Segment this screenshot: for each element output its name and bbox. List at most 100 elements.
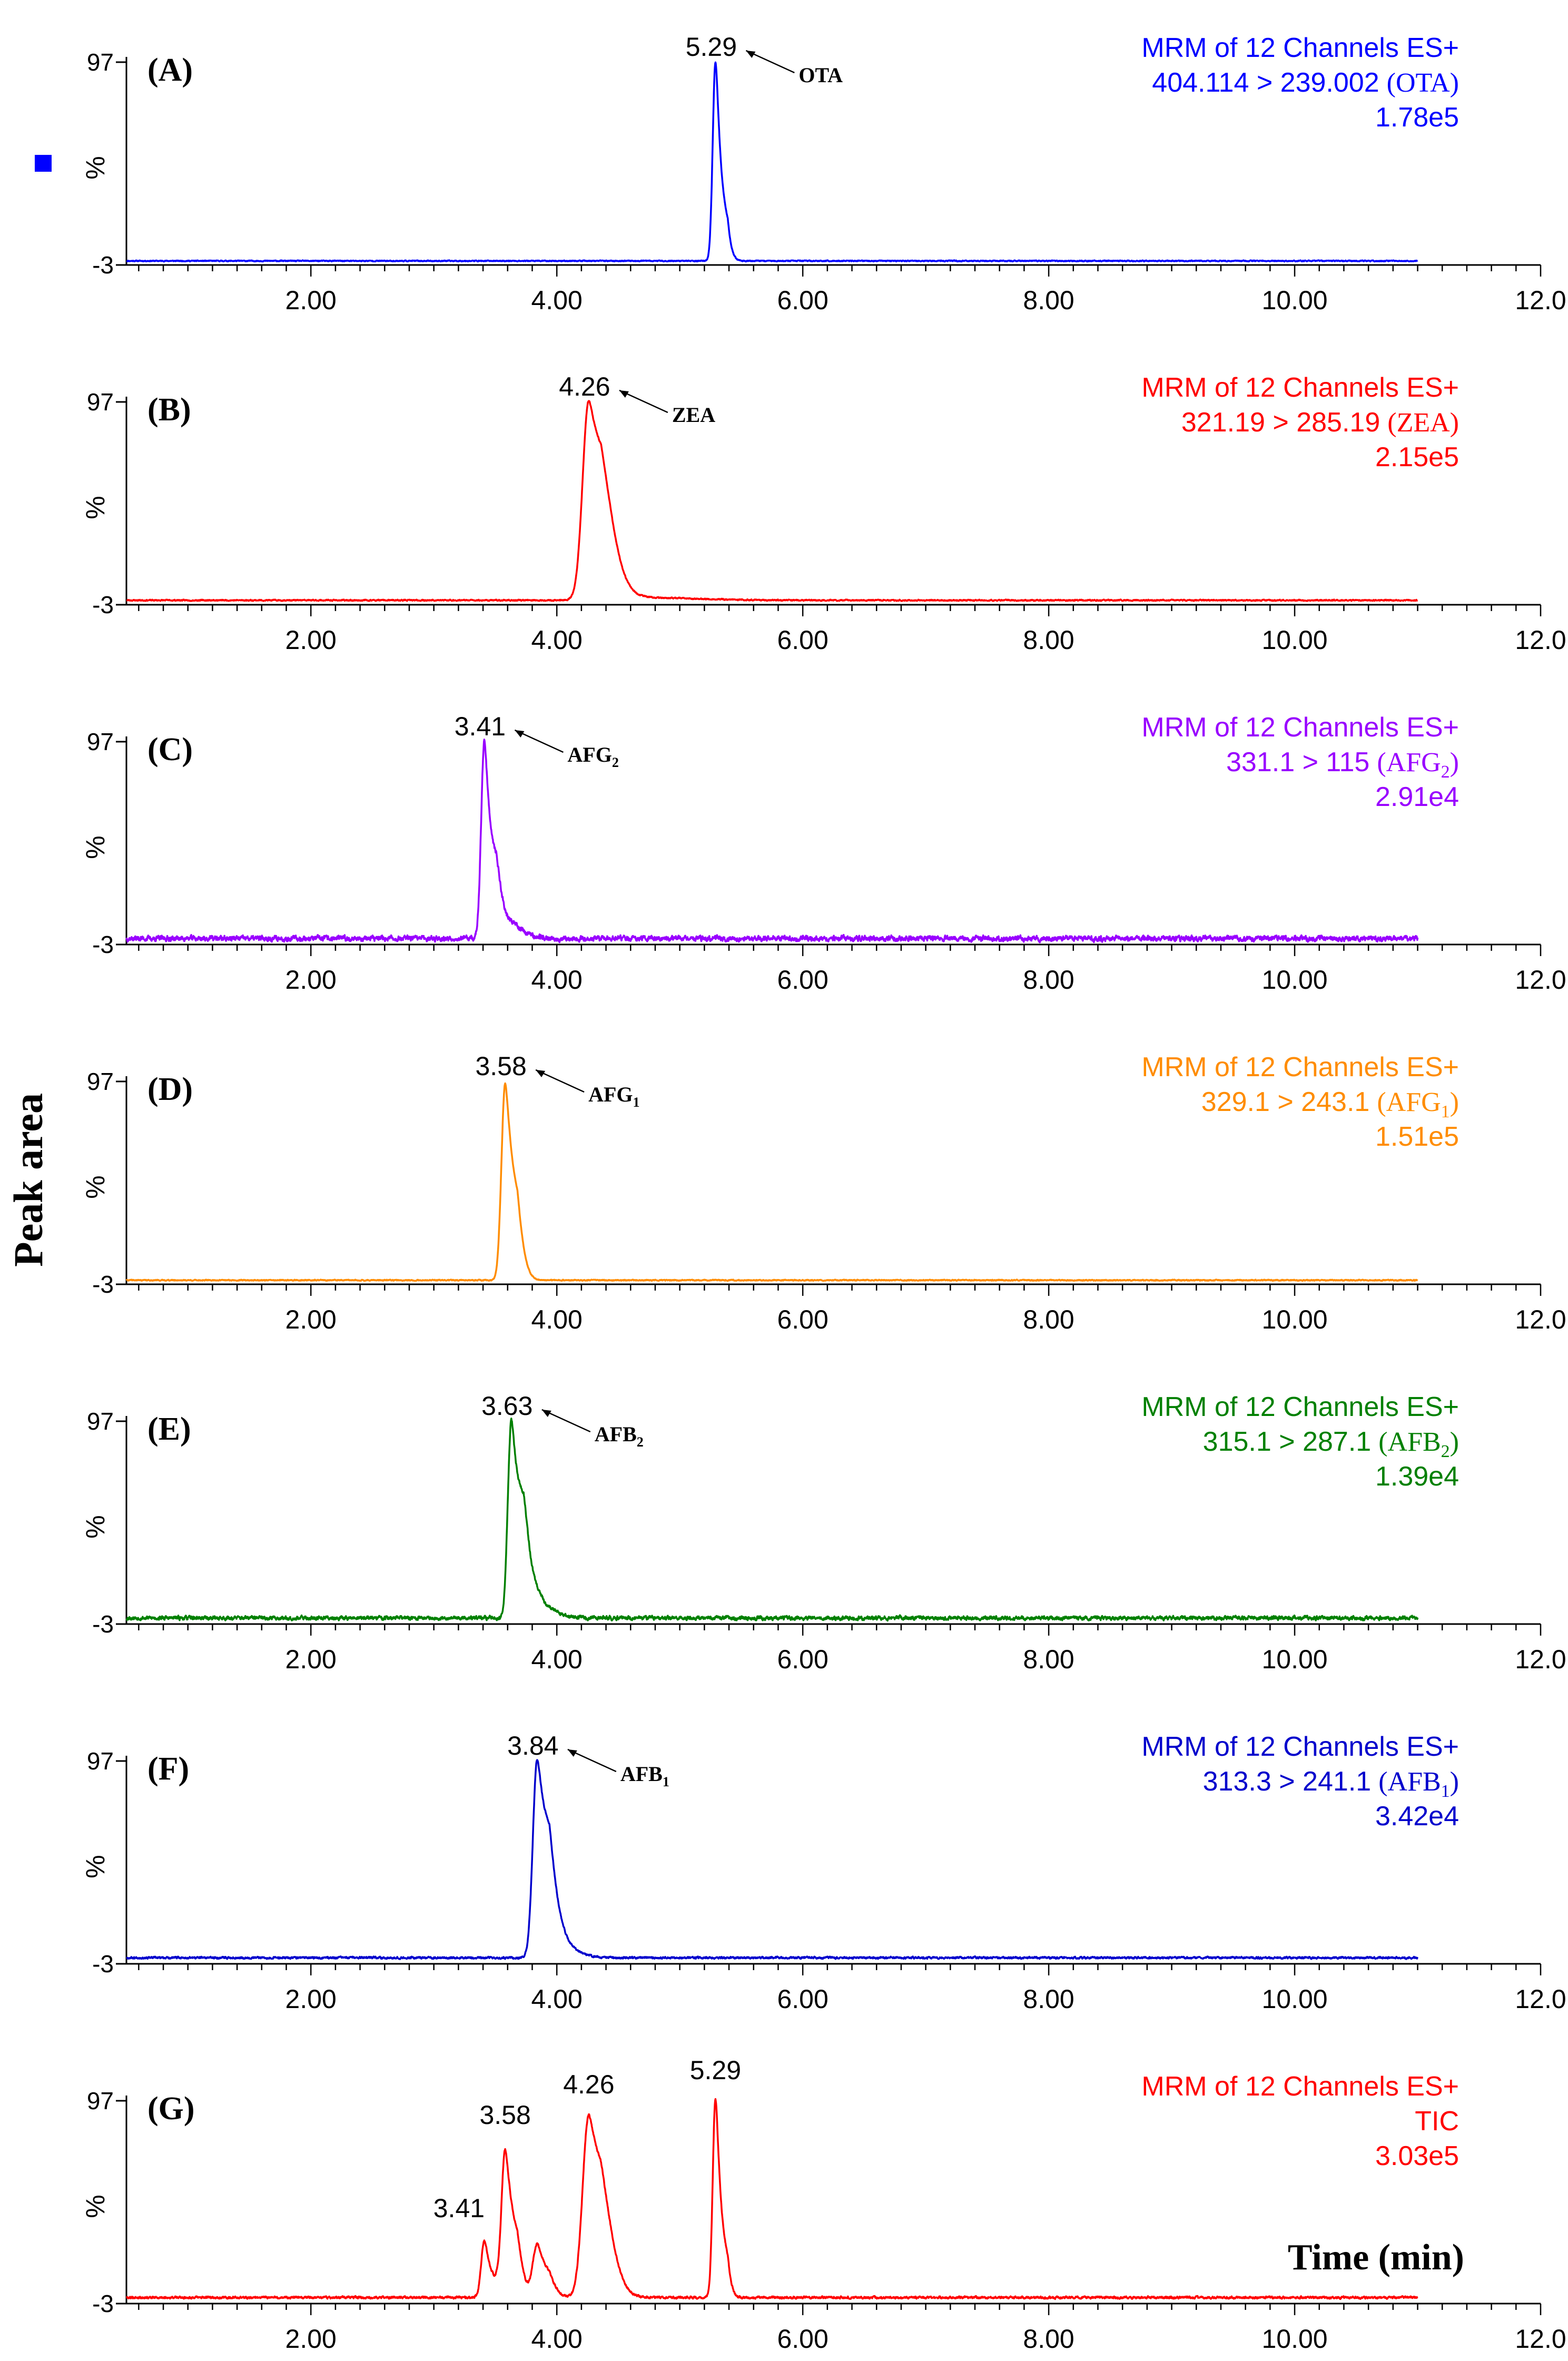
panel-label: (C) — [147, 732, 193, 768]
peak-analyte-subscript: 1 — [633, 1095, 640, 1110]
peak-analyte-label: AFB1 — [620, 1762, 669, 1789]
x-tick-label: 2.00 — [285, 1305, 337, 1334]
y-axis-unit: % — [81, 1855, 110, 1878]
transition-value: 321.19 > 285.19 — [1181, 407, 1380, 438]
intensity-value: 2.15e5 — [1375, 442, 1459, 473]
x-tick-label: 12.0 — [1515, 1645, 1566, 1674]
peak-analyte-subscript: 2 — [612, 755, 619, 770]
x-tick-label: 10.00 — [1261, 625, 1327, 655]
chromatogram-trace — [125, 1082, 1418, 1282]
channel-title: MRM of 12 Channels ES+ — [1141, 1732, 1459, 1762]
chromatogram-trace — [125, 739, 1419, 943]
analyte-open: ( — [1387, 68, 1396, 98]
x-tick-label: 12.0 — [1515, 625, 1566, 655]
analyte-close: ) — [1450, 68, 1459, 98]
x-tick-label: 6.00 — [777, 1305, 828, 1334]
y-tick-label: 97 — [87, 1068, 114, 1095]
chromatogram-trace — [125, 400, 1418, 602]
y-tick-label: -3 — [92, 1271, 114, 1298]
peak-rt-label: 3.58 — [475, 1051, 526, 1081]
analyte-close: ) — [1450, 1087, 1459, 1117]
y-tick-label: 97 — [87, 388, 114, 416]
x-tick-label: 12.0 — [1515, 1305, 1566, 1334]
peak-analyte-name: AFB — [620, 1762, 663, 1786]
peak-rt-label: 3.58 — [479, 2100, 530, 2130]
peak-analyte-label: AFG1 — [588, 1083, 639, 1110]
chart-panel-4: 97 -3% 2.00 4.00 6.00 8.00 10.00 12.0 (D) MRM of … — [81, 1051, 1566, 1334]
x-tick-label: 4.00 — [531, 1984, 583, 2014]
y-tick-label: -3 — [92, 931, 114, 958]
transition-value: 329.1 > 243.1 — [1201, 1087, 1370, 1117]
analyte-close: ) — [1450, 408, 1459, 438]
analyte-open: ( — [1387, 408, 1396, 438]
transition-value: 315.1 > 287.1 — [1203, 1427, 1372, 1457]
x-tick-label: 12.0 — [1515, 286, 1566, 315]
x-tick-label: 2.00 — [285, 1645, 337, 1674]
y-tick-label: 97 — [87, 1408, 114, 1435]
peak-arrow-head — [567, 1749, 577, 1757]
peak-arrow — [514, 729, 564, 753]
panels: 97 -3% 2.00 4.00 6.00 8.00 10.00 12.0 (A) MRM of … — [81, 32, 1566, 2354]
x-tick-label: 8.00 — [1023, 625, 1074, 655]
panel-label: (A) — [147, 52, 193, 88]
analyte-close: ) — [1450, 1767, 1459, 1797]
analyte-subscript: 1 — [1441, 1782, 1450, 1801]
x-tick-label: 8.00 — [1023, 286, 1074, 315]
peak-arrow-head — [619, 390, 629, 398]
panel-label: (D) — [147, 1071, 193, 1107]
peak-arrow-head — [541, 1410, 551, 1417]
analyte-open: ( — [1377, 747, 1386, 778]
peak-rt-label: 5.29 — [690, 2055, 741, 2085]
peak-arrow-head — [746, 51, 756, 58]
y-axis-unit: % — [81, 496, 110, 519]
x-tick-label: 2.00 — [285, 2324, 337, 2354]
y-tick-label: 97 — [87, 48, 114, 76]
peak-analyte-label: AFG2 — [567, 743, 618, 770]
x-tick-label: 10.00 — [1261, 1984, 1327, 2014]
y-tick-label: -3 — [92, 1950, 114, 1978]
panel-label: (E) — [147, 1411, 191, 1447]
peak-analyte-name: OTA — [798, 63, 843, 87]
x-tick-label: 8.00 — [1023, 2324, 1074, 2354]
channel-title: MRM of 12 Channels ES+ — [1141, 2071, 1459, 2102]
analyte-subscript: 2 — [1441, 1442, 1450, 1461]
channel-title: MRM of 12 Channels ES+ — [1141, 33, 1459, 63]
y-tick-label: -3 — [92, 591, 114, 618]
panel-label: (F) — [147, 1751, 189, 1787]
y-tick-label: -3 — [92, 251, 114, 279]
peak-rt-label: 3.63 — [481, 1391, 532, 1421]
panel-label: (G) — [147, 2091, 195, 2127]
peak-arrow — [541, 1409, 591, 1433]
transition-value: 404.114 > 239.002 — [1152, 67, 1379, 98]
peak-arrow — [535, 1069, 585, 1093]
analyte-name: AFG — [1386, 747, 1441, 778]
intensity-value: 3.03e5 — [1375, 2141, 1459, 2171]
channel-title: MRM of 12 Channels ES+ — [1141, 372, 1459, 403]
x-tick-label: 12.0 — [1515, 2324, 1566, 2354]
x-tick-label: 8.00 — [1023, 1984, 1074, 2014]
peak-arrow-head — [536, 1070, 546, 1077]
x-tick-label: 2.00 — [285, 625, 337, 655]
panel-label: (B) — [147, 392, 191, 428]
x-tick-label: 4.00 — [531, 965, 583, 995]
x-tick-label: 10.00 — [1261, 965, 1327, 995]
chromatogram-trace — [125, 1759, 1418, 1960]
transition-line: 404.114 > 239.002 (OTA) — [1152, 67, 1459, 98]
x-tick-label: 6.00 — [777, 1645, 828, 1674]
chart-panel-5: 97 -3% 2.00 4.00 6.00 8.00 10.00 12.0 (E) MRM of … — [81, 1391, 1566, 1674]
y-tick-label: 97 — [87, 728, 114, 755]
chart-panel-2: 97 -3% 2.00 4.00 6.00 8.00 10.00 12.0 (B) MRM of … — [81, 372, 1566, 655]
x-tick-label: 2.00 — [285, 1984, 337, 2014]
peak-rt-label: 3.41 — [433, 2193, 485, 2223]
x-tick-label: 4.00 — [531, 625, 583, 655]
transition-value: TIC — [1415, 2106, 1459, 2137]
x-tick-label: 4.00 — [531, 2324, 583, 2354]
x-tick-label: 10.00 — [1261, 1305, 1327, 1334]
x-tick-label: 12.0 — [1515, 965, 1566, 995]
peak-rt-label: 4.26 — [559, 372, 610, 401]
peak-rt-label: 5.29 — [686, 32, 737, 62]
peak-analyte-name: AFG — [588, 1083, 633, 1106]
x-tick-label: 2.00 — [285, 965, 337, 995]
chart-panel-3: 97 -3% 2.00 4.00 6.00 8.00 10.00 12.0 (C) MRM of … — [81, 712, 1566, 995]
transition-value: 313.3 > 241.1 — [1203, 1766, 1372, 1797]
